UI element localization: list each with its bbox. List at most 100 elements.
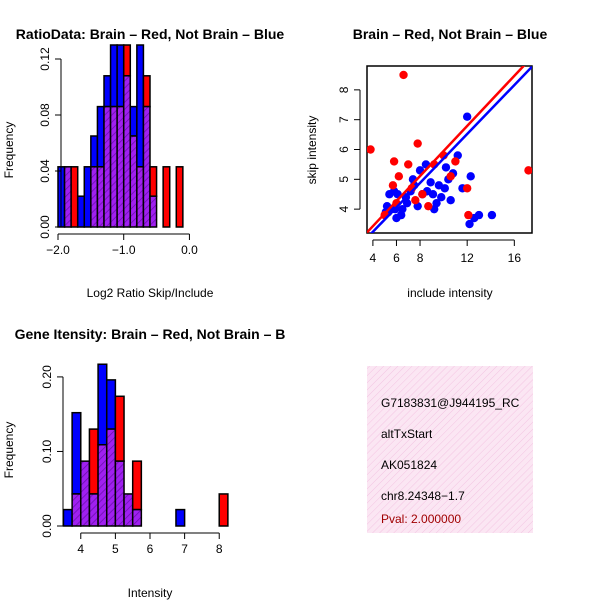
ratio-histogram-bar-not-brain	[76, 195, 86, 228]
ratio-histogram-bar-not-brain	[90, 135, 99, 168]
ratio-histogram-y-tick-label: 0.08	[38, 103, 52, 127]
ratio-histogram-axes: −2.0 −1.0 0.0 0.00 0.04 0.08 0.12	[38, 47, 198, 257]
ratio-histogram-bar-not-brain	[136, 44, 145, 168]
scatter-point-brain	[389, 157, 399, 166]
scatter-point-not-brain	[426, 178, 435, 187]
intensity-histogram-bar-not-brain	[97, 363, 108, 446]
scatter-point-brain	[388, 181, 398, 190]
intensity-histogram-bar-overlap	[97, 443, 108, 527]
scatter-point-brain	[411, 195, 420, 205]
intensity-histogram-xlabel: Intensity	[128, 586, 173, 600]
ratio-histogram-bar-brain	[149, 166, 158, 197]
intensity-histogram-y-tick-label: 0.00	[40, 514, 54, 538]
scatter-point-not-brain	[487, 210, 497, 220]
scatter-title: Brain – Red, Not Brain – Blue	[353, 26, 548, 42]
scatter-ylabel: skip intensity	[305, 116, 319, 185]
accession-text: AK051824	[381, 458, 438, 472]
ratio-histogram-xlabel: Log2 Ratio Skip/Include	[87, 286, 214, 300]
ratio-histogram-bar-overlap	[142, 105, 151, 228]
scatter-point-brain	[394, 172, 404, 181]
scatter-x-tick-label: 4	[370, 251, 377, 265]
ratio-histogram-bar-overlap	[122, 75, 132, 228]
scatter-point-not-brain	[434, 181, 444, 190]
intensity-histogram-bar-overlap	[80, 460, 91, 527]
scatter-x-tick-label: 12	[460, 251, 474, 265]
ratio-histogram-bar-overlap	[103, 105, 112, 228]
intensity-scatter-panel: Brain – Red, Not Brain – Blue 4 6 8 12 16 4 5 6…	[305, 26, 547, 300]
scatter-x-tick-label: 6	[393, 251, 400, 265]
scatter-point-not-brain	[396, 210, 406, 220]
scatter-x-tick-label: 8	[417, 251, 424, 265]
intensity-histogram-bar-brain	[88, 428, 99, 495]
scatter-point-brain	[367, 145, 375, 154]
ratio-histogram-title: RatioData: Brain – Red, Not Brain – Blue	[16, 26, 285, 42]
intensity-histogram-bar-overlap	[105, 428, 117, 527]
scatter-point-not-brain	[441, 163, 451, 172]
scatter-point-not-brain	[446, 195, 455, 205]
scatter-xlabel: include intensity	[407, 286, 492, 300]
ratio-histogram-bar-brain	[122, 44, 132, 77]
ratio-histogram-bar-overlap	[149, 195, 158, 228]
scatter-point-brain	[446, 172, 455, 181]
intensity-histogram-axes: 4 5 6 7 8 0.00 0.10 0.20	[40, 365, 223, 556]
ratio-histogram-y-tick-label: 0.00	[38, 215, 52, 239]
ratio-histogram-y-tick-label: 0.04	[38, 159, 52, 183]
intensity-histogram-x-tick-label: 4	[77, 542, 84, 556]
scatter-y-tick-label: 6	[337, 146, 351, 153]
scatter-point-not-brain	[465, 219, 474, 229]
intensity-histogram-y-tick-label: 0.10	[40, 439, 54, 463]
scatter-point-brain	[462, 184, 472, 193]
scatter-point-not-brain	[402, 198, 412, 208]
scatter-axes: 4 6 8 12 16 4 5 6 7 8	[337, 86, 521, 265]
ratio-histogram-bar-not-brain	[116, 44, 125, 108]
intensity-histogram-bar-brain	[131, 460, 143, 511]
scatter-x-tick-label: 16	[508, 251, 522, 265]
scatter-series-not-brain	[381, 112, 497, 229]
ratio-histogram-bar-not-brain	[103, 75, 112, 108]
intensity-histogram-x-tick-label: 5	[112, 542, 119, 556]
ratio-histogram-bar-overlap	[96, 166, 105, 228]
ratio-histogram-x-tick-label: −1.0	[112, 243, 136, 257]
ratio-histogram-x-tick-label: −2.0	[46, 243, 70, 257]
intensity-histogram-x-tick-label: 7	[181, 542, 188, 556]
scatter-point-brain	[524, 166, 532, 175]
intensity-histogram-ylabel: Frequency	[2, 422, 16, 479]
ratio-histogram-bar-overlap	[109, 105, 118, 228]
ratio-histogram-x-tick-label: 0.0	[181, 243, 198, 257]
scatter-point-not-brain	[466, 172, 475, 181]
scatter-point-not-brain	[437, 193, 446, 202]
intensity-histogram-y-tick-label: 0.20	[40, 365, 54, 389]
scatter-point-brain	[418, 190, 427, 199]
info-panel	[367, 366, 533, 533]
intensity-histogram-bar-brain	[114, 395, 125, 462]
scatter-point-brain	[399, 70, 408, 80]
scatter-fit-line-brain	[367, 66, 526, 233]
intensity-histogram-bar-brain	[218, 493, 229, 527]
ratio-histogram-y-tick-label: 0.12	[38, 47, 52, 71]
ratio-histogram-bar-overlap	[129, 135, 138, 228]
intensity-histogram-bar-overlap	[131, 508, 143, 527]
ratio-histogram-bar-overlap	[90, 166, 99, 228]
scatter-point-brain	[413, 139, 422, 148]
location-text: chr8.24348−1.7	[381, 489, 465, 503]
scatter-point-not-brain	[474, 210, 484, 220]
scatter-point-brain	[404, 160, 413, 169]
ratio-histogram-bar-overlap	[63, 166, 72, 228]
intensity-histogram-bar-overlap	[123, 493, 134, 527]
intensity-histogram-x-tick-label: 6	[147, 542, 154, 556]
intensity-histogram-x-tick-label: 8	[216, 542, 223, 556]
ratio-histogram-bar-brain	[175, 166, 184, 228]
ratio-histogram-bar-brain	[162, 166, 171, 228]
intensity-histogram-bar-not-brain	[175, 508, 186, 527]
scatter-y-tick-label: 5	[337, 176, 351, 183]
intensity-histogram-bars	[62, 363, 229, 527]
intensity-histogram-bar-overlap	[114, 460, 125, 527]
scatter-points	[367, 66, 532, 233]
event-type-text: altTxStart	[381, 427, 433, 441]
ratio-histogram-bars	[57, 44, 184, 228]
intensity-histogram-bar-overlap	[71, 493, 82, 527]
ratio-histogram-ylabel: Frequency	[2, 122, 16, 179]
ratio-histogram-bar-overlap	[116, 105, 125, 228]
